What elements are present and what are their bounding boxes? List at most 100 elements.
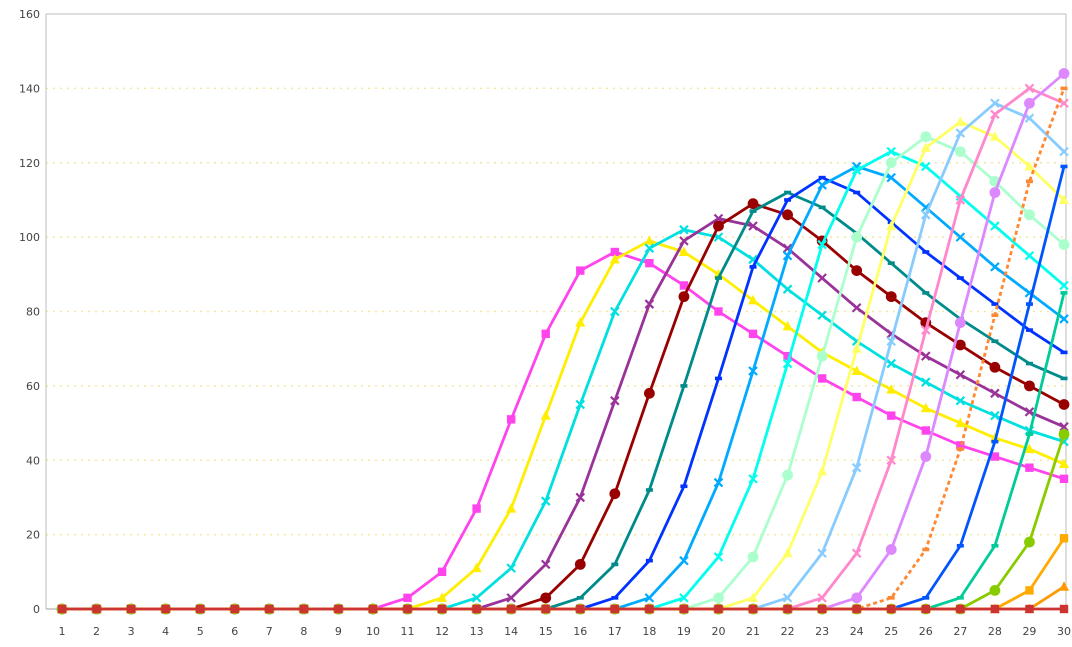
data-point xyxy=(576,596,584,600)
data-point xyxy=(1025,179,1033,184)
data-point xyxy=(817,374,827,383)
data-point xyxy=(956,441,965,450)
y-tick-label: 40 xyxy=(26,454,40,467)
data-point xyxy=(853,190,861,195)
data-point xyxy=(1059,581,1069,591)
data-point xyxy=(921,210,931,220)
data-point xyxy=(679,281,689,290)
series-line xyxy=(62,176,1065,611)
data-point xyxy=(955,395,966,406)
data-point xyxy=(956,447,964,451)
data-point xyxy=(989,187,1001,198)
data-point xyxy=(956,276,964,280)
data-point xyxy=(540,496,551,506)
data-point xyxy=(748,294,759,305)
data-point xyxy=(748,604,758,614)
x-tick-label: 7 xyxy=(266,625,273,638)
data-point xyxy=(126,604,136,614)
data-point xyxy=(437,592,448,602)
data-point xyxy=(851,548,862,558)
data-point xyxy=(610,247,620,257)
data-point xyxy=(1059,146,1069,157)
data-point xyxy=(989,131,1000,141)
y-tick-label: 80 xyxy=(26,306,40,319)
data-point xyxy=(1025,604,1034,614)
data-point xyxy=(954,146,966,157)
x-tick-label: 15 xyxy=(539,625,553,638)
data-point xyxy=(1025,586,1034,595)
data-point xyxy=(1058,399,1070,410)
data-point xyxy=(714,376,722,381)
data-point xyxy=(920,451,932,462)
data-point xyxy=(645,488,653,492)
data-point xyxy=(920,142,931,152)
series-21 xyxy=(57,604,1069,614)
data-point xyxy=(506,415,516,424)
data-point xyxy=(922,291,930,295)
data-point xyxy=(506,563,516,573)
x-tick-label: 3 xyxy=(128,625,135,638)
data-point xyxy=(783,351,792,361)
x-tick-label: 11 xyxy=(401,625,415,638)
x-tick-label: 2 xyxy=(93,625,100,638)
data-point xyxy=(713,592,724,604)
data-point xyxy=(748,366,758,376)
data-point xyxy=(437,604,447,614)
data-point xyxy=(921,377,931,387)
data-point xyxy=(886,220,897,230)
data-point xyxy=(1024,160,1035,171)
data-point xyxy=(1059,534,1069,543)
data-point xyxy=(679,593,689,603)
data-point xyxy=(851,462,862,473)
series-2 xyxy=(57,235,1069,613)
data-point xyxy=(196,604,205,614)
series-line xyxy=(62,585,1065,611)
data-point xyxy=(92,604,101,614)
data-point xyxy=(1059,604,1069,614)
data-point xyxy=(990,221,1000,231)
series-4 xyxy=(57,213,1069,614)
data-point xyxy=(816,350,828,362)
data-point xyxy=(1058,239,1070,250)
data-point xyxy=(748,329,758,339)
data-point xyxy=(645,604,654,614)
data-point xyxy=(713,213,724,224)
data-point xyxy=(887,411,896,420)
data-point xyxy=(818,205,826,210)
data-point xyxy=(989,361,1001,373)
data-point xyxy=(610,306,620,317)
data-point xyxy=(645,558,653,563)
data-point xyxy=(955,232,966,242)
data-point xyxy=(540,559,551,570)
data-point xyxy=(575,399,586,410)
y-tick-label: 100 xyxy=(19,231,40,244)
data-point xyxy=(784,190,792,195)
series-5 xyxy=(56,198,1070,615)
x-tick-label: 1 xyxy=(59,625,66,638)
data-point xyxy=(991,339,999,344)
data-point xyxy=(991,439,999,444)
data-point xyxy=(956,543,964,548)
data-point xyxy=(472,504,481,513)
data-point xyxy=(886,358,897,369)
data-point xyxy=(368,604,378,614)
data-point xyxy=(887,596,895,600)
data-point xyxy=(506,604,516,614)
x-tick-label: 18 xyxy=(642,625,656,638)
data-point xyxy=(644,593,655,603)
data-point xyxy=(885,157,897,169)
data-point xyxy=(471,562,482,573)
data-point xyxy=(782,250,793,261)
data-point xyxy=(886,384,897,394)
data-point xyxy=(921,351,931,361)
data-point xyxy=(1024,83,1035,94)
data-point xyxy=(1025,361,1033,366)
x-tick-label: 26 xyxy=(919,625,933,638)
data-point xyxy=(541,604,550,614)
data-point xyxy=(851,165,862,175)
data-point xyxy=(922,596,930,600)
data-point xyxy=(990,109,1000,120)
data-point xyxy=(748,474,758,484)
data-point xyxy=(955,417,966,428)
